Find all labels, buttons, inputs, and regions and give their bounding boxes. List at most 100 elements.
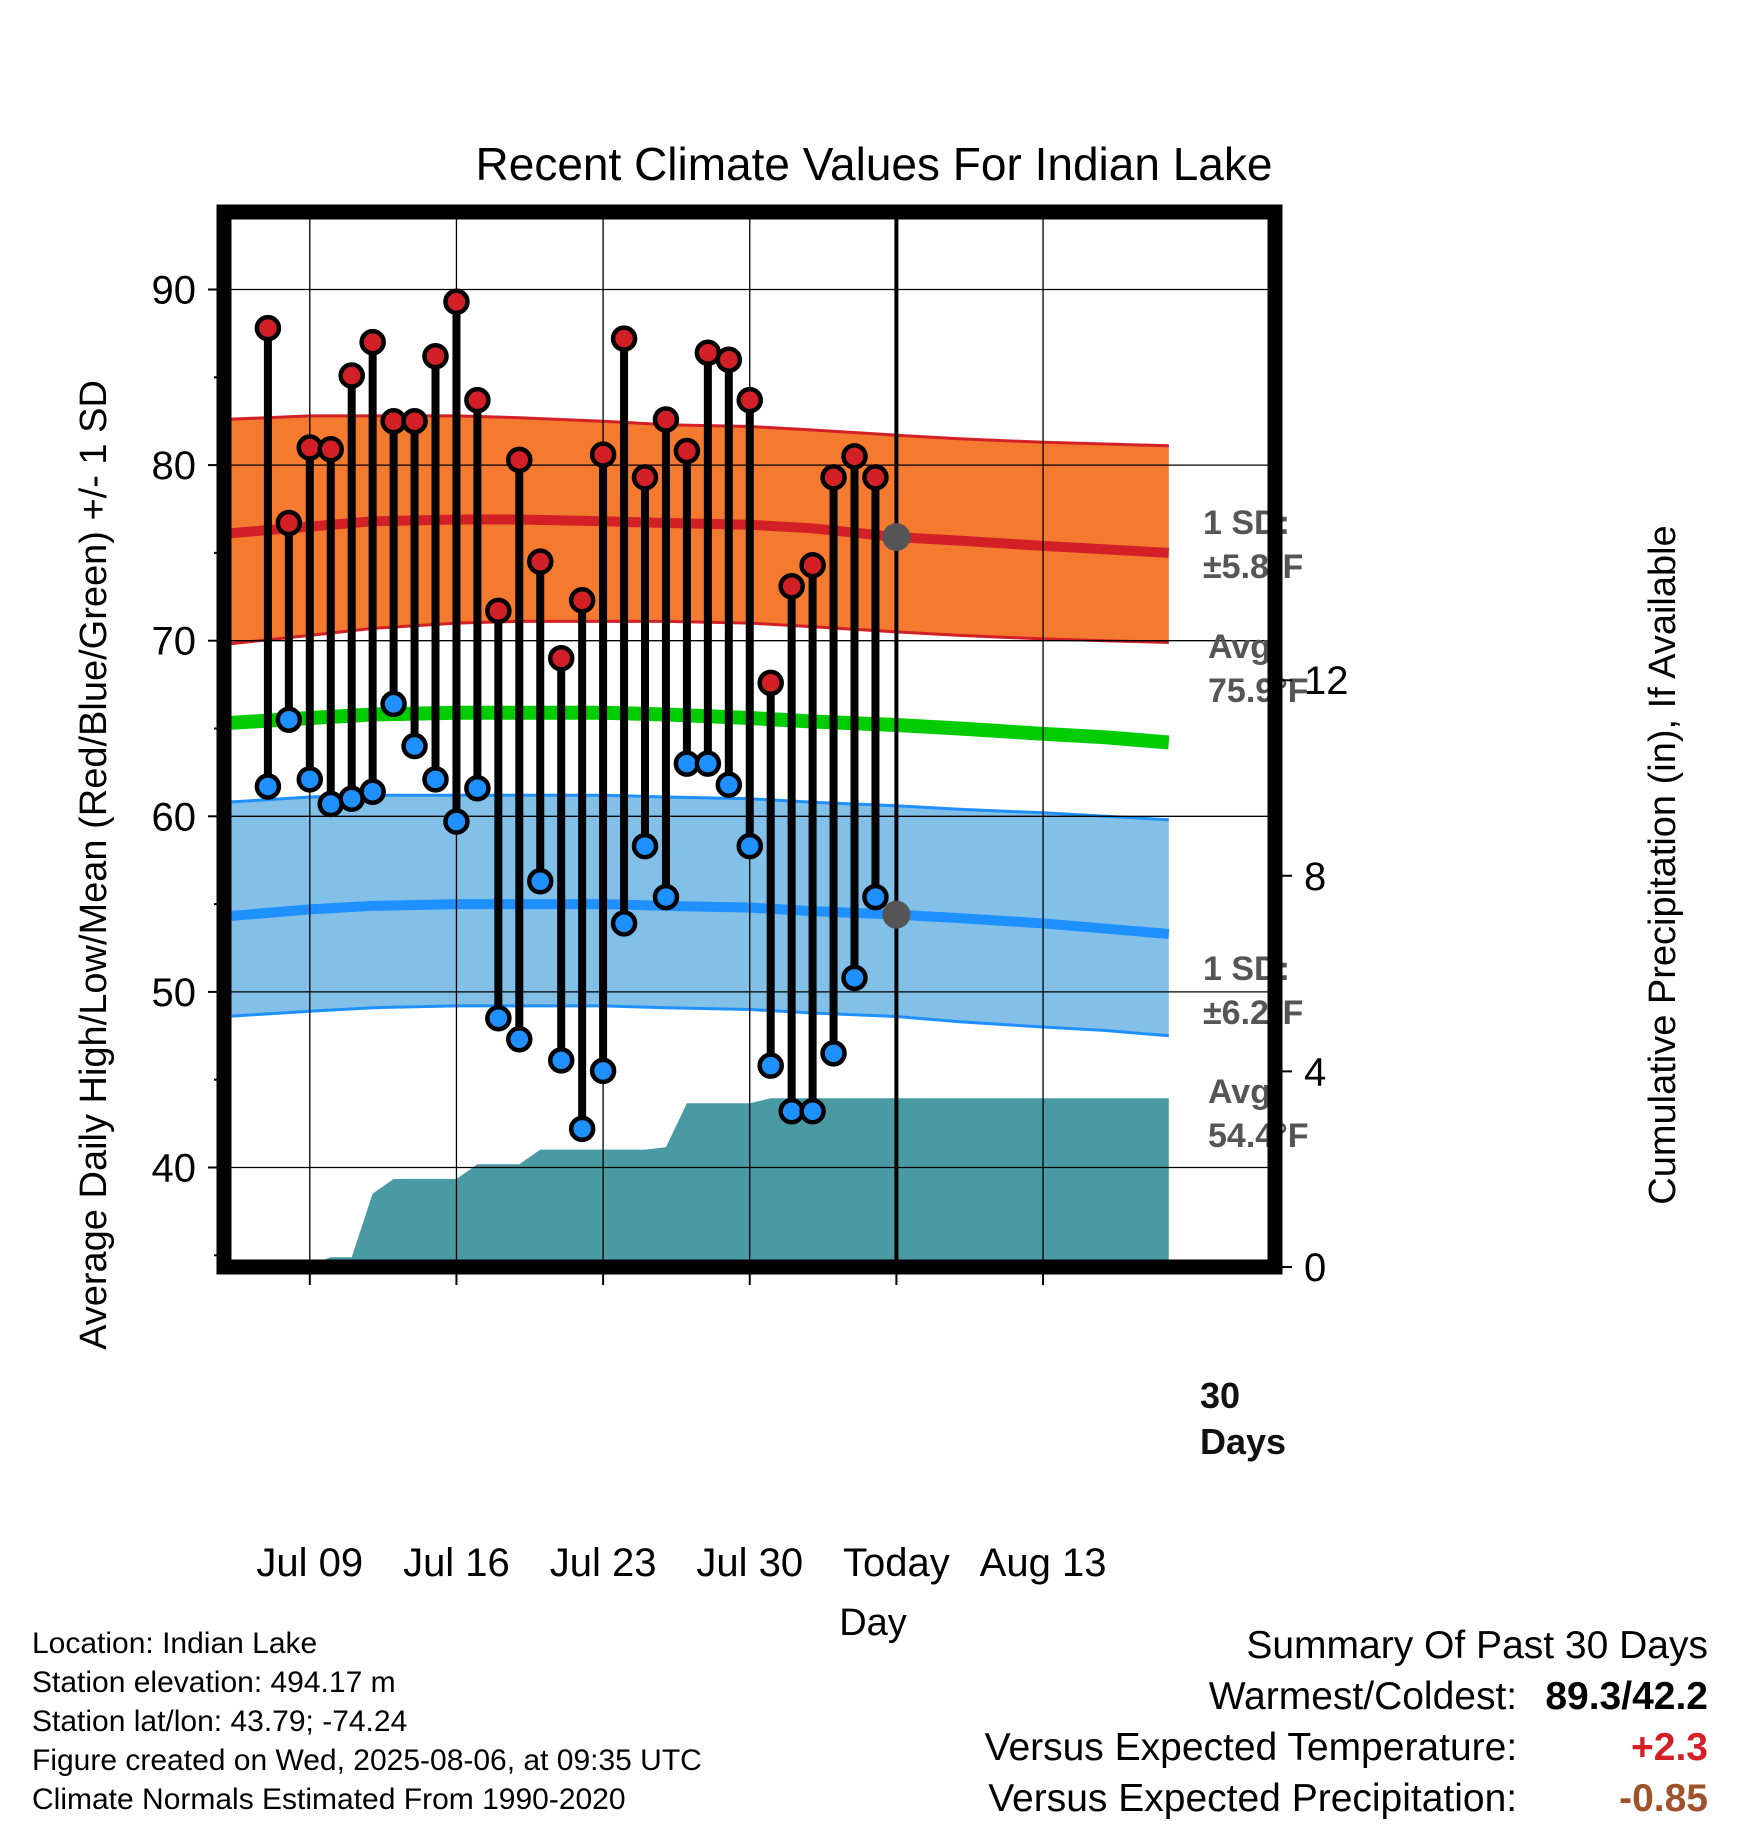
daily-high-point: [799, 551, 826, 579]
daily-low-point: [862, 883, 889, 911]
low-sd-band: [226, 795, 1169, 1036]
footer-latlon: Station lat/lon: 43.79; -74.24: [32, 1705, 408, 1738]
y2-tick-label: 8: [1304, 855, 1326, 899]
daily-low-point: [715, 771, 743, 798]
high-avg-value: 75.9°F: [1208, 672, 1309, 710]
footer-info: Location: Indian Lake Station elevation:…: [32, 1624, 702, 1819]
daily-low-point: [485, 1004, 512, 1032]
high-sd-band: [226, 415, 1169, 645]
daily-low-point: [443, 808, 470, 835]
summary-warm-cold: Warmest/Coldest: 89.3/42.2: [985, 1671, 1708, 1722]
daily-high-point: [694, 339, 722, 366]
y-axis-label: Average Daily High/Low/Mean (Red/Blue/Gr…: [73, 380, 115, 1350]
y2-tick-label: 12: [1304, 659, 1349, 703]
daily-high-point: [254, 314, 282, 342]
precipitation-area: [226, 1098, 1169, 1267]
chart-title: Recent Climate Values For Indian Lake: [476, 138, 1273, 190]
high-avg-marker: [882, 523, 911, 552]
daily-high-point: [547, 645, 575, 672]
daily-high-point: [736, 386, 763, 414]
y2-tick-label: 4: [1304, 1050, 1326, 1094]
daily-low-point: [547, 1047, 575, 1074]
daily-low-point: [820, 1040, 847, 1067]
daily-high-point: [610, 325, 638, 352]
low-sd-upper-line: [225, 793, 1169, 822]
data-layer: [224, 212, 1275, 1267]
daily-high-point: [841, 443, 868, 470]
daily-high-point: [464, 386, 491, 414]
daily-high-point: [296, 434, 324, 461]
daily-high-point: [820, 464, 847, 491]
daily-low-point: [757, 1052, 784, 1079]
daily-low-point: [506, 1026, 533, 1053]
daily-low-point: [589, 1057, 617, 1085]
daily-low-point: [652, 883, 680, 911]
daily-high-point: [317, 436, 344, 463]
y2-tick-label: 0: [1304, 1246, 1326, 1290]
x-tick-label: Today: [843, 1541, 950, 1585]
summary-temp-label: Versus Expected Temperature:: [984, 1726, 1518, 1769]
summary-temp: Versus Expected Temperature: +2.3: [985, 1722, 1708, 1773]
daily-high-point: [652, 406, 680, 433]
daily-high-point: [589, 441, 617, 468]
low-avg-line: [225, 899, 1170, 939]
daily-high-point: [485, 597, 512, 625]
y-tick-label: 70: [152, 620, 197, 664]
x-tick-label: Jul 09: [256, 1541, 363, 1585]
daily-low-point: [422, 766, 449, 793]
y2-axis-label: Cumulative Precipitation (in), If Availa…: [1642, 525, 1684, 1204]
window-days-number: 30: [1200, 1375, 1240, 1416]
daily-low-point: [464, 774, 491, 802]
window-days-unit: Days: [1200, 1421, 1286, 1462]
daily-low-point: [296, 766, 324, 793]
y-tick-label: 40: [152, 1147, 197, 1191]
daily-low-point: [736, 832, 763, 860]
summary-title: Summary Of Past 30 Days: [1246, 1624, 1708, 1667]
daily-high-point: [757, 669, 784, 697]
y-tick-label: 90: [152, 269, 197, 313]
low-sd-lower-line: [225, 1004, 1169, 1038]
summary-precip-label: Versus Expected Precipitation:: [988, 1777, 1518, 1820]
daily-low-point: [401, 732, 428, 760]
footer-created: Figure created on Wed, 2025-08-06, at 09…: [32, 1744, 702, 1777]
daily-high-point: [673, 437, 701, 465]
summary-precip: Versus Expected Precipitation: -0.85: [985, 1773, 1708, 1824]
daily-low-point: [380, 690, 407, 718]
daily-low-point: [275, 706, 303, 733]
daily-low-point: [317, 790, 344, 818]
summary-warm-cold-value: 89.3/42.2: [1545, 1675, 1708, 1718]
x-tick-label: Jul 23: [550, 1541, 657, 1585]
summary-precip-value: -0.85: [1619, 1777, 1708, 1820]
daily-high-point: [527, 548, 554, 575]
y-tick-label: 60: [152, 795, 197, 839]
daily-high-point: [401, 407, 428, 435]
footer-elevation: Station elevation: 494.17 m: [32, 1666, 396, 1699]
daily-low-point: [694, 750, 722, 777]
summary-temp-value: +2.3: [1631, 1726, 1708, 1769]
low-avg-marker: [882, 900, 911, 929]
daily-high-point: [359, 328, 386, 356]
daily-low-point: [799, 1098, 826, 1125]
daily-high-point: [422, 342, 449, 370]
daily-low-point: [610, 910, 638, 937]
x-axis-label: Day: [839, 1602, 907, 1644]
x-tick-label: Aug 13: [980, 1541, 1107, 1585]
footer-normals: Climate Normals Estimated From 1990-2020: [32, 1783, 626, 1816]
mean-line: [225, 705, 1170, 750]
daily-high-point: [862, 464, 889, 491]
x-tick-label: Jul 16: [403, 1541, 510, 1585]
daily-high-point: [506, 446, 533, 474]
daily-low-point: [841, 964, 868, 992]
low-sd-value: ±6.2°F: [1203, 994, 1303, 1032]
daily-high-point: [631, 464, 659, 491]
footer-location: Location: Indian Lake: [32, 1627, 318, 1660]
daily-low-point: [338, 785, 365, 812]
low-avg-value: 54.4°F: [1208, 1117, 1309, 1155]
daily-low-point: [631, 832, 659, 860]
y-tick-label: 80: [152, 444, 197, 488]
daily-low-point: [359, 778, 386, 805]
daily-high-point: [778, 573, 805, 600]
x-tick-label: Jul 30: [696, 1541, 803, 1585]
daily-high-point: [338, 362, 365, 389]
